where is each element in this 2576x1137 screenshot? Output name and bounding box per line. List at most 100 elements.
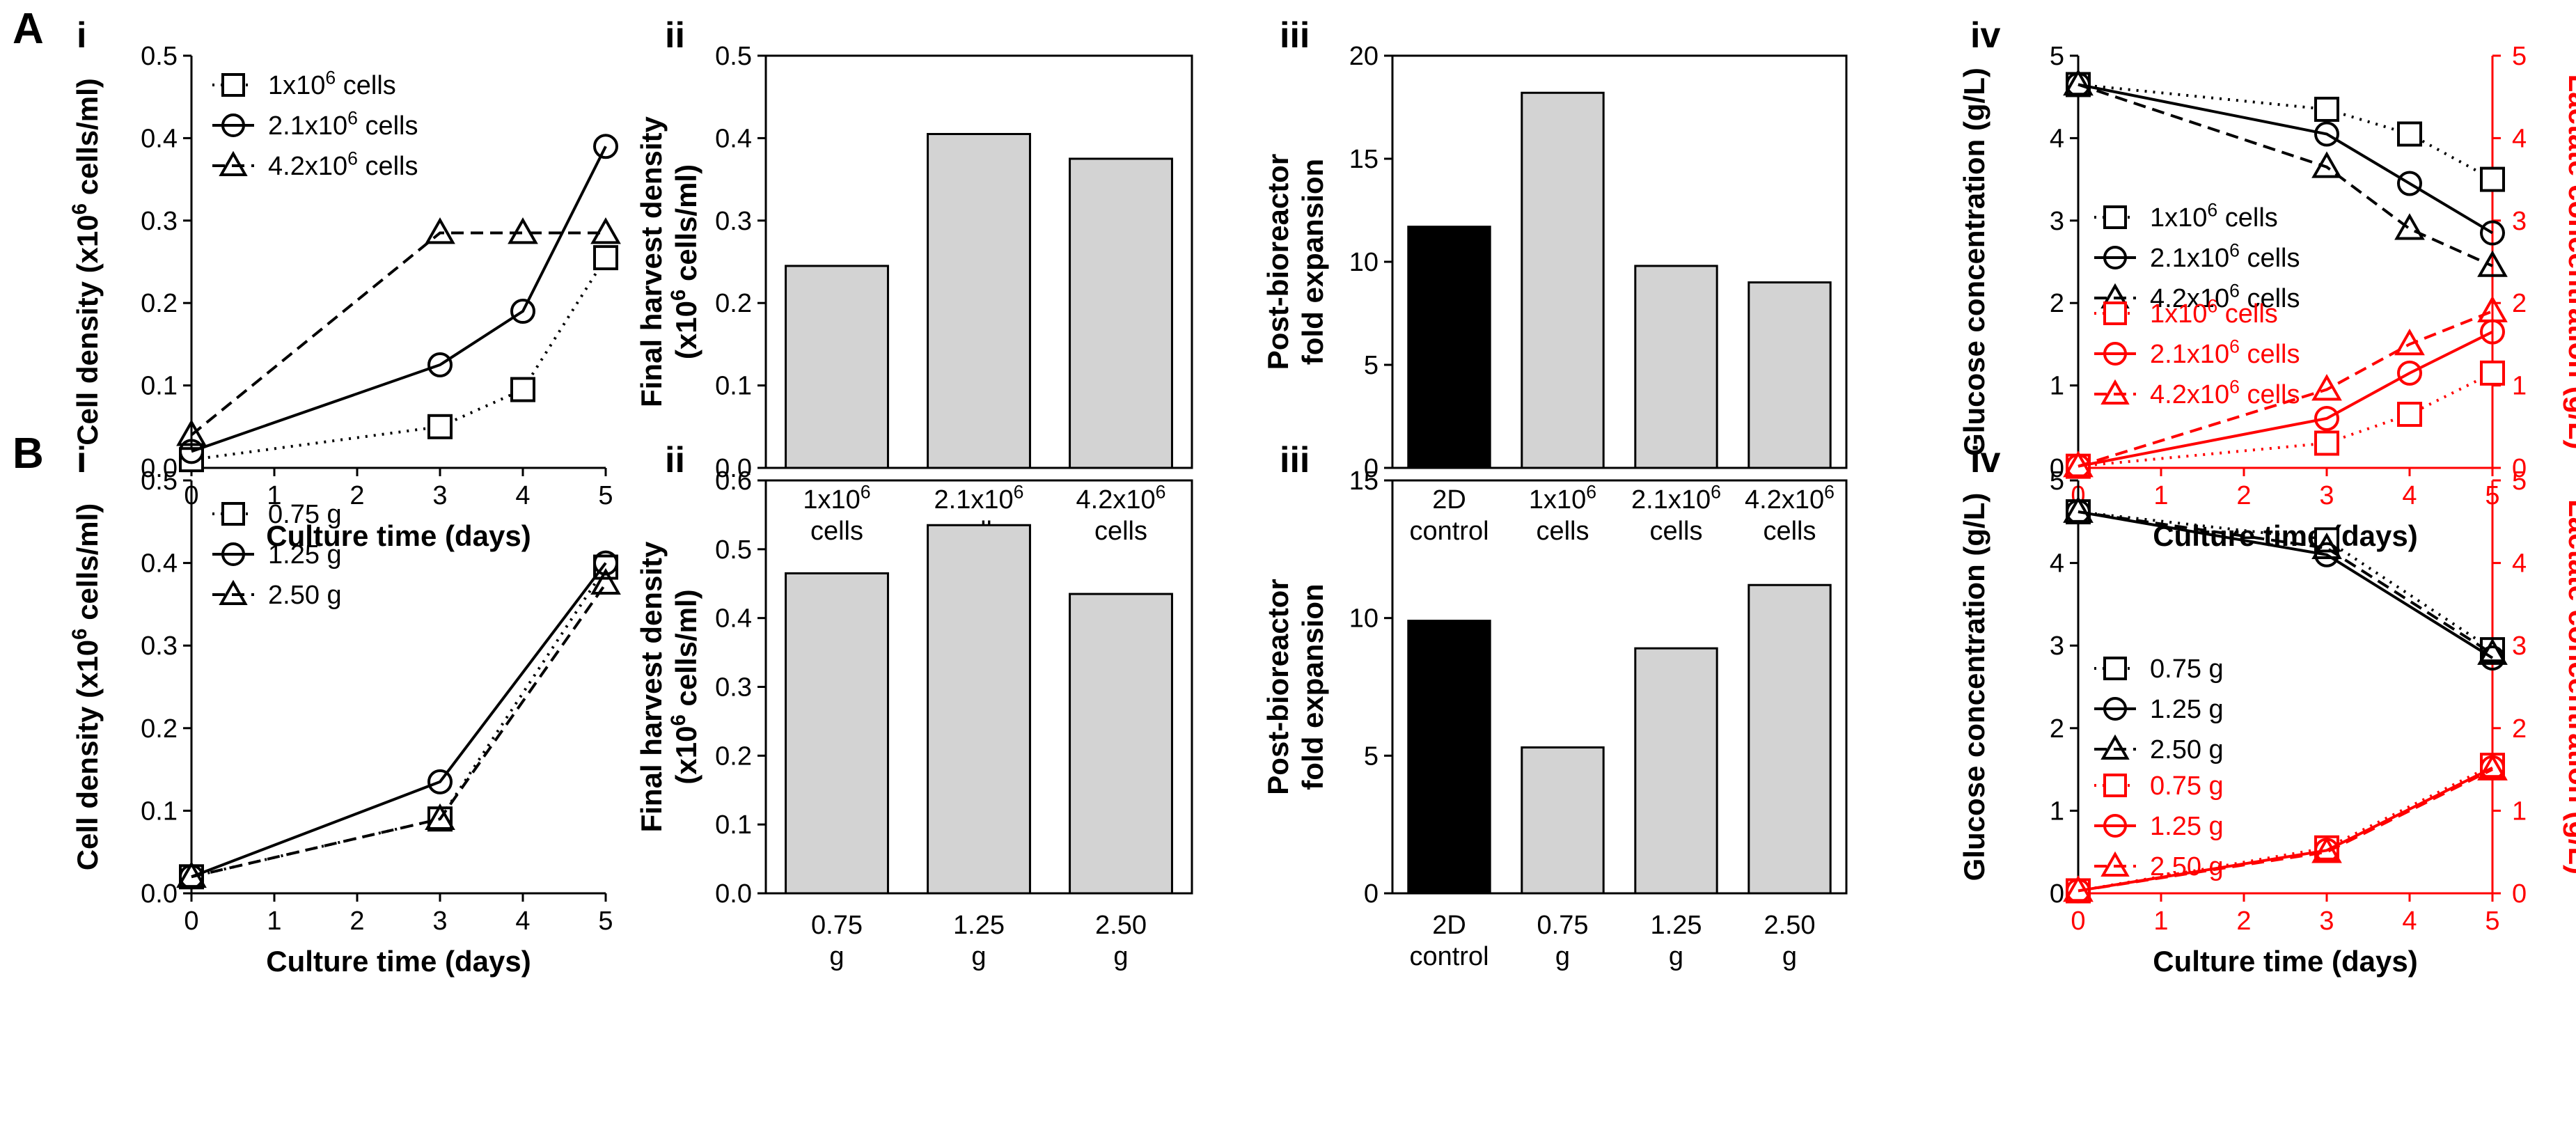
text-part: 2.50 g [2150, 852, 2224, 881]
legend-label: 1x106 cells [268, 68, 396, 100]
x-tick-label: 2 [350, 907, 364, 936]
y-right-tick-label: 1 [2512, 372, 2527, 401]
legend-entry: 0.75 g [2094, 654, 2224, 684]
y-right-tick-label: 2 [2512, 289, 2527, 318]
panel-b-iii: iii0510152Dcontrol0.75g1.25g2.50gPost-bi… [1262, 440, 1848, 971]
text-part: cells [358, 152, 418, 181]
y-right-tick-label: 0 [2512, 454, 2527, 483]
x-tick-label: 2 [350, 481, 364, 510]
x-axis-label: Culture time (days) [2153, 945, 2417, 978]
x-tick-label: 5 [598, 481, 613, 510]
triangle-marker [2477, 638, 2508, 665]
x-tick-label: 5 [598, 907, 613, 936]
circle-marker [2314, 405, 2339, 431]
bar [1069, 593, 1173, 895]
y-right-tick-label: 0 [2512, 879, 2527, 909]
triangle-marker [2477, 250, 2508, 277]
y-tick-label: 0.5 [715, 535, 752, 565]
category-label-line2: cells [1763, 517, 1816, 546]
series-line [2078, 764, 2493, 893]
x-tick-label: 1 [2153, 907, 2168, 936]
category-label-line2: g [1782, 942, 1797, 971]
circle-marker [2103, 246, 2127, 269]
bar [785, 265, 889, 469]
text-part: 1.25 [953, 911, 1005, 940]
triangle-marker [176, 861, 207, 888]
series-2 [176, 217, 621, 446]
y-right-tick-label: 4 [2512, 549, 2527, 579]
circle-marker [427, 352, 453, 377]
x-tick-label: 4 [515, 907, 530, 936]
y-tick-label: 0.4 [715, 124, 752, 153]
y-tick-label: 20 [1349, 42, 1379, 71]
circle-marker [427, 769, 453, 794]
square-marker [2397, 402, 2422, 428]
text-part: 0.75 g [2150, 771, 2224, 801]
x-tick-label: 1 [2153, 481, 2168, 510]
triangle-marker [2311, 836, 2342, 863]
text-part: cells/ml) [71, 503, 104, 629]
y-right-tick-label: 3 [2512, 632, 2527, 661]
text-part: (x10 [670, 726, 702, 785]
series-line [2078, 510, 2494, 659]
y-tick-label: 0.1 [715, 810, 752, 840]
y-tick-label: 10 [1349, 248, 1379, 277]
y-axis-label: Final harvest density [635, 541, 668, 832]
text-part: 2.1x10 [934, 485, 1014, 515]
panel-label: iv [1970, 440, 2000, 480]
category-label-line2: g [1113, 942, 1128, 971]
legend-label: 1.25 g [268, 540, 342, 570]
text-part: 2.50 g [2150, 735, 2224, 764]
series-1 [2066, 72, 2505, 246]
text-part: cells [2240, 340, 2300, 369]
legend-entry: 2.1x106 cells [212, 108, 418, 141]
legend-entry: 2.50 g [212, 579, 342, 610]
y-tick-label: 0 [2050, 879, 2064, 909]
square-marker [2480, 166, 2505, 192]
y-tick-label: 0.3 [715, 207, 752, 236]
text-part: 2.1x10 [1631, 485, 1711, 515]
y-axis-label-line2: fold expansion [1296, 583, 1329, 790]
text-part: cells/ml) [670, 589, 702, 714]
category-label-line2: control [1409, 517, 1489, 546]
x-tick-label: 4 [515, 481, 530, 510]
y-axis-label-line2: (x106 cells/ml) [667, 164, 702, 359]
triangle-marker [2394, 328, 2425, 356]
superscript: 6 [667, 714, 690, 726]
y-tick-label: 0.0 [141, 879, 178, 909]
superscript: 6 [861, 482, 871, 503]
superscript: 6 [1824, 482, 1835, 503]
triangle-marker [2477, 753, 2508, 781]
series-line [191, 257, 607, 462]
series-line [2078, 83, 2494, 235]
y-right-tick-label: 2 [2512, 714, 2527, 744]
category-label-line2: g [1669, 942, 1683, 971]
legend-entry: 2.1x106 cells [2094, 336, 2300, 369]
square-marker [221, 73, 245, 97]
x-tick-label: 3 [432, 907, 447, 936]
bar [1069, 157, 1173, 469]
legend-label: 4.2x106 cells [2150, 377, 2300, 409]
bar [1407, 226, 1491, 469]
text-part: 1.25 g [2150, 812, 2224, 841]
text-part: cells [336, 71, 396, 100]
legend-label: 2.1x106 cells [2150, 336, 2300, 369]
y-axis-label: Glucose concentration (g/L) [1958, 68, 1990, 456]
bar [1521, 91, 1605, 469]
y-tick-label: 0.0 [141, 454, 178, 483]
text-part: 1x10 [803, 485, 860, 515]
triangle-marker [2311, 532, 2342, 560]
superscript: 6 [68, 203, 91, 214]
bar [1521, 746, 1605, 895]
y-tick-label: 0.6 [715, 466, 752, 496]
category-label-line2: control [1409, 942, 1489, 971]
triangle-marker [2311, 374, 2342, 401]
triangle-marker [2063, 69, 2094, 96]
text-part: cells [2240, 380, 2300, 409]
triangle-marker [2100, 851, 2130, 877]
legend-label: 1.25 g [2150, 695, 2224, 724]
series-line [190, 231, 606, 437]
square-marker [2103, 657, 2127, 680]
triangle-marker [590, 567, 621, 595]
x-tick-label: 3 [2319, 907, 2334, 936]
